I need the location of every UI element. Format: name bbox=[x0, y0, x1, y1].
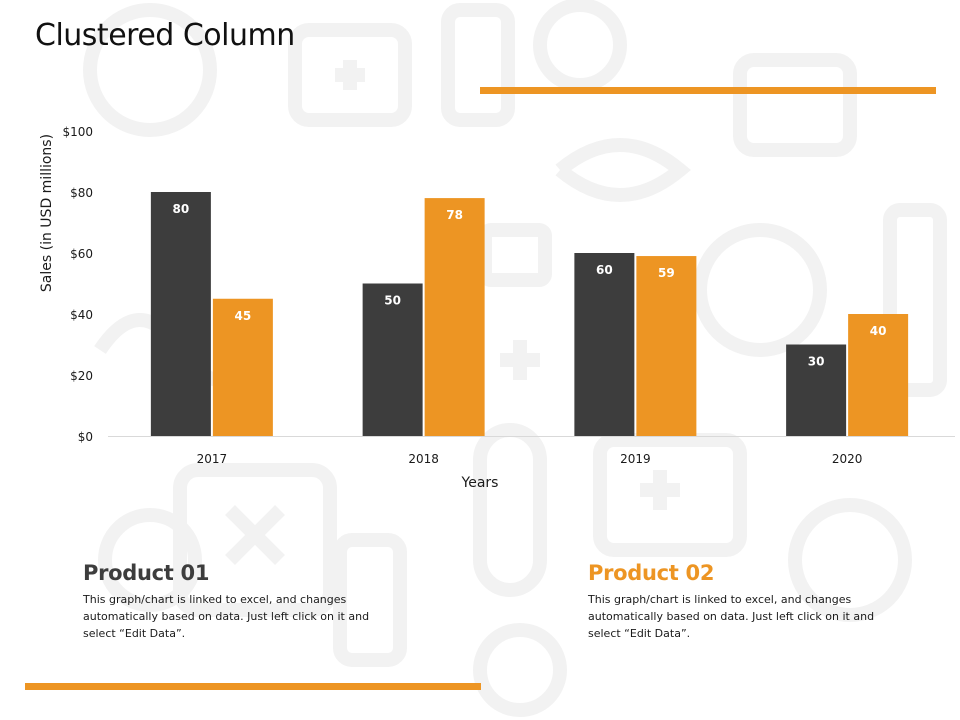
product-01-title: Product 01 bbox=[83, 561, 210, 585]
y-tick-label: $0 bbox=[78, 430, 93, 444]
x-tick-label: 2017 bbox=[197, 452, 228, 466]
bar-product-02-2017 bbox=[212, 298, 273, 436]
bar-data-label: 40 bbox=[870, 324, 887, 338]
x-tick-label: 2018 bbox=[408, 452, 439, 466]
bar-product-02-2020 bbox=[848, 314, 909, 436]
bar-data-label: 78 bbox=[446, 208, 463, 222]
bar-data-label: 50 bbox=[384, 294, 401, 308]
y-axis-ticks: $0 $20 $40 $60 $80 $100 bbox=[62, 125, 93, 444]
bar-product-01-2018 bbox=[362, 283, 423, 436]
y-tick-label: $20 bbox=[70, 369, 93, 383]
page-title: Clustered Column bbox=[35, 18, 295, 53]
y-tick-label: $100 bbox=[62, 125, 93, 139]
bar-product-02-2019 bbox=[636, 256, 697, 436]
y-tick-label: $60 bbox=[70, 247, 93, 261]
bar-groups: 80 45 50 78 60 59 30 40 bbox=[150, 192, 909, 436]
y-tick-label: $40 bbox=[70, 308, 93, 322]
bar-product-01-2017 bbox=[150, 192, 211, 436]
product-02-text: This graph/chart is linked to excel, and… bbox=[588, 593, 875, 640]
clustered-column-chart: Sales (in USD millions) Years $0 $20 $40 $6… bbox=[39, 125, 955, 491]
x-tick-label: 2019 bbox=[620, 452, 651, 466]
y-tick-label: $80 bbox=[70, 186, 93, 200]
x-axis-title: Years bbox=[461, 475, 499, 491]
x-axis-ticks: 2017 2018 2019 2020 bbox=[197, 452, 863, 466]
bar-product-01-2020 bbox=[786, 344, 847, 436]
bottom-accent-bar bbox=[25, 683, 481, 690]
bar-data-label: 59 bbox=[658, 266, 675, 280]
bar-data-label: 45 bbox=[235, 309, 252, 323]
product-01-text: This graph/chart is linked to excel, and… bbox=[83, 593, 370, 640]
bar-product-02-2018 bbox=[424, 198, 485, 436]
product-01-description: Product 01 This graph/chart is linked to… bbox=[83, 561, 403, 642]
bar-data-label: 30 bbox=[808, 355, 825, 369]
top-accent-bar bbox=[480, 87, 936, 94]
bar-product-01-2019 bbox=[574, 253, 635, 436]
y-axis-title: Sales (in USD millions) bbox=[39, 134, 55, 292]
product-02-title: Product 02 bbox=[588, 561, 715, 585]
bar-data-label: 80 bbox=[173, 202, 190, 216]
x-tick-label: 2020 bbox=[832, 452, 863, 466]
bar-data-label: 60 bbox=[596, 263, 613, 277]
product-02-description: Product 02 This graph/chart is linked to… bbox=[588, 561, 908, 642]
